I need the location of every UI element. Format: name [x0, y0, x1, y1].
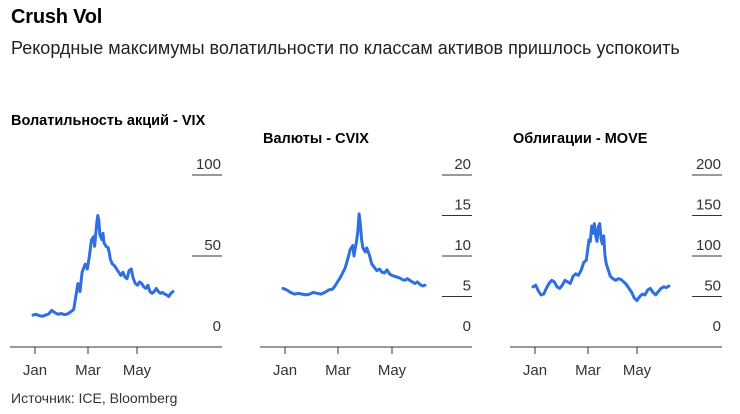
y-tick-label: 100	[696, 237, 721, 254]
y-tick-label: 200	[696, 156, 721, 173]
chart-subtitle: Рекордные максимумы волатильности по кла…	[11, 38, 680, 58]
y-tick-label: 0	[713, 318, 721, 335]
panel-title-move: Облигации - MOVE	[513, 131, 648, 147]
x-tick-label: Jan	[23, 362, 47, 379]
y-tick-label: 150	[696, 197, 721, 214]
series-line	[31, 214, 175, 318]
panel-title-cvix: Валюты - CVIX	[263, 131, 369, 147]
series-line	[281, 212, 427, 297]
x-tick-label: May	[378, 362, 407, 379]
y-tick-label: 15	[454, 197, 471, 214]
x-tick-label: Mar	[325, 362, 351, 379]
x-tick-label: Jan	[273, 362, 297, 379]
x-tick-label: Mar	[575, 362, 601, 379]
x-tick-label: May	[623, 362, 652, 379]
y-tick-label: 20	[454, 156, 471, 173]
chart-title: Crush Vol	[11, 6, 103, 28]
panel-title-vix: Волатильность акций - VIX	[11, 113, 206, 129]
y-tick-label: 5	[463, 278, 471, 295]
y-tick-label: 10	[454, 237, 471, 254]
x-tick-label: Jan	[523, 362, 547, 379]
y-tick-label: 50	[704, 278, 721, 295]
y-tick-label: 50	[204, 237, 221, 254]
source-note: Источник: ICE, Bloomberg	[11, 390, 178, 406]
x-tick-label: May	[123, 362, 152, 379]
y-tick-label: 100	[196, 156, 221, 173]
y-tick-label: 0	[213, 318, 221, 335]
y-tick-label: 0	[463, 318, 471, 335]
series-line	[531, 222, 671, 303]
x-tick-label: Mar	[75, 362, 101, 379]
